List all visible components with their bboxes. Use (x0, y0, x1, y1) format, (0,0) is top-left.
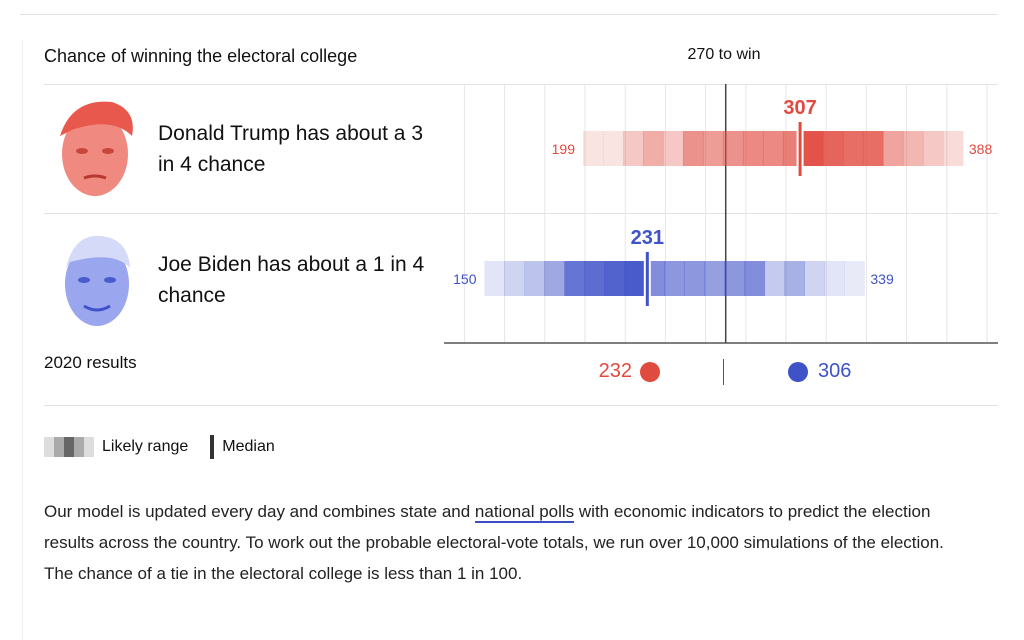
range-band (824, 261, 845, 296)
range-band (524, 261, 545, 296)
range-band (822, 131, 844, 166)
range-band (942, 131, 964, 166)
range-band (722, 131, 744, 166)
range-band (583, 131, 604, 166)
trump-2020-result: 232 (560, 360, 660, 383)
desc-text: Our model is updated every day and combi… (44, 502, 475, 521)
biden-dot-icon (788, 361, 808, 382)
range-band (702, 131, 724, 166)
range-band (762, 131, 784, 166)
range-band (744, 261, 765, 296)
range-band (544, 261, 565, 296)
results-divider (723, 359, 724, 385)
high-label: 339 (870, 271, 894, 287)
range-band (624, 261, 645, 296)
section-divider (44, 405, 998, 406)
electoral-range-chart: 307 199 388 231 150 339 (444, 84, 998, 344)
row-divider (44, 213, 998, 214)
range-band (704, 261, 725, 296)
range-band (602, 131, 624, 166)
range-band (682, 131, 704, 166)
range-band (764, 261, 785, 296)
biden-2020-result: 306 (788, 360, 851, 383)
biden-2020-value: 306 (818, 360, 852, 382)
range-band (504, 261, 525, 296)
low-label: 199 (552, 141, 576, 157)
range-band (564, 261, 585, 296)
biden-portrait (65, 235, 130, 326)
desc-text: with economic indicators to predict the … (44, 502, 944, 583)
range-band (662, 131, 684, 166)
median-label: 307 (783, 97, 816, 119)
range-band (922, 131, 944, 166)
range-band (862, 131, 884, 166)
range-band (784, 261, 805, 296)
median-swatch-icon (210, 435, 215, 459)
left-border (22, 40, 23, 640)
range-band (724, 261, 745, 296)
threshold-label: 270 to win (687, 46, 761, 63)
range-band (742, 131, 764, 166)
trump-dot-icon (640, 361, 660, 382)
range-band (642, 131, 664, 166)
range-band (804, 261, 825, 296)
range-band (684, 261, 705, 296)
median-marker (643, 250, 651, 308)
trump-portrait (60, 101, 133, 196)
range-band (584, 261, 605, 296)
range-band (664, 261, 685, 296)
median-label: 231 (631, 227, 664, 249)
range-band (484, 261, 506, 296)
description: Our model is updated every day and combi… (44, 496, 964, 589)
legend-range-label: Likely range (102, 438, 189, 455)
chart-title: Chance of winning the electoral college (44, 46, 358, 66)
range-band (844, 261, 865, 296)
legend-median-label: Median (222, 438, 275, 455)
range-band (842, 131, 864, 166)
results-label: 2020 results (44, 353, 137, 372)
trump-chance: Donald Trump has about a 3 in 4 chance (158, 122, 424, 176)
row-divider (44, 84, 998, 85)
range-band (622, 131, 644, 166)
national-polls-link[interactable]: national polls (474, 502, 575, 523)
range-band (882, 131, 904, 166)
median-marker (796, 120, 804, 178)
biden-chance: Joe Biden has about a 1 in 4 chance (158, 253, 425, 307)
range-band (802, 131, 824, 166)
range-band (902, 131, 924, 166)
high-label: 388 (969, 141, 993, 157)
low-label: 150 (453, 271, 477, 287)
trump-2020-value: 232 (598, 360, 632, 382)
top-divider (20, 14, 998, 15)
range-swatch-icon (44, 437, 94, 457)
range-band (604, 261, 625, 296)
legend: Likely range Median (44, 435, 275, 459)
